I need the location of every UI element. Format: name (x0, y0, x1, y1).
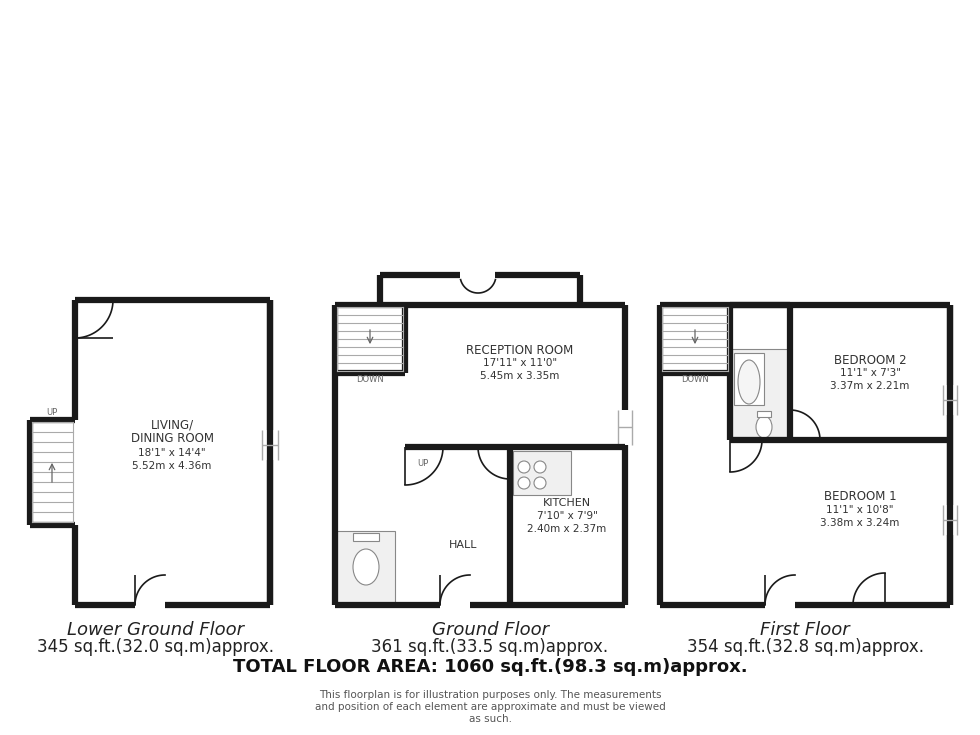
Text: UP: UP (417, 459, 428, 467)
Text: BEDROOM 1: BEDROOM 1 (823, 490, 897, 503)
Text: Lower Ground Floor: Lower Ground Floor (67, 621, 243, 639)
Text: 18'1" x 14'4": 18'1" x 14'4" (138, 448, 206, 458)
Text: TOTAL FLOOR AREA: 1060 sq.ft.(98.3 sq.m)approx.: TOTAL FLOOR AREA: 1060 sq.ft.(98.3 sq.m)… (232, 658, 748, 676)
Text: 2.40m x 2.37m: 2.40m x 2.37m (527, 524, 607, 534)
Text: BEDROOM 2: BEDROOM 2 (834, 354, 907, 367)
Text: Ground Floor: Ground Floor (431, 621, 549, 639)
Ellipse shape (353, 549, 379, 585)
Text: 17'11" x 11'0": 17'11" x 11'0" (483, 358, 557, 368)
Circle shape (518, 477, 530, 489)
Text: 11'1" x 7'3": 11'1" x 7'3" (840, 368, 901, 378)
Circle shape (518, 461, 530, 473)
Text: DOWN: DOWN (681, 375, 709, 384)
Text: 345 sq.ft.(32.0 sq.m)approx.: 345 sq.ft.(32.0 sq.m)approx. (36, 638, 273, 656)
Bar (734, 353, 764, 405)
Text: 11'1" x 10'8": 11'1" x 10'8" (826, 505, 894, 515)
Text: DOWN: DOWN (356, 375, 384, 384)
Bar (353, 533, 379, 541)
Text: 5.52m x 4.36m: 5.52m x 4.36m (132, 461, 212, 471)
Text: First Floor: First Floor (760, 621, 850, 639)
Circle shape (534, 477, 546, 489)
Text: 361 sq.ft.(33.5 sq.m)approx.: 361 sq.ft.(33.5 sq.m)approx. (371, 638, 609, 656)
Text: This floorplan is for illustration purposes only. The measurements
and position : This floorplan is for illustration purpo… (315, 690, 665, 723)
Bar (732, 349, 788, 437)
Bar (757, 411, 771, 417)
Text: 7'10" x 7'9": 7'10" x 7'9" (537, 511, 598, 521)
Text: KITCHEN: KITCHEN (543, 498, 591, 508)
Text: DINING ROOM: DINING ROOM (130, 431, 214, 445)
Circle shape (534, 461, 546, 473)
Text: UP: UP (46, 408, 58, 417)
Text: HALL: HALL (449, 540, 477, 550)
Text: 3.37m x 2.21m: 3.37m x 2.21m (830, 381, 909, 391)
Text: 5.45m x 3.35m: 5.45m x 3.35m (480, 371, 560, 381)
Text: LIVING/: LIVING/ (151, 418, 194, 431)
Text: 354 sq.ft.(32.8 sq.m)approx.: 354 sq.ft.(32.8 sq.m)approx. (687, 638, 923, 656)
Bar (337, 531, 395, 603)
Text: RECEPTION ROOM: RECEPTION ROOM (466, 343, 573, 356)
Text: 3.38m x 3.24m: 3.38m x 3.24m (820, 518, 900, 528)
Ellipse shape (738, 360, 760, 404)
Bar (513, 451, 571, 495)
Ellipse shape (756, 416, 772, 438)
